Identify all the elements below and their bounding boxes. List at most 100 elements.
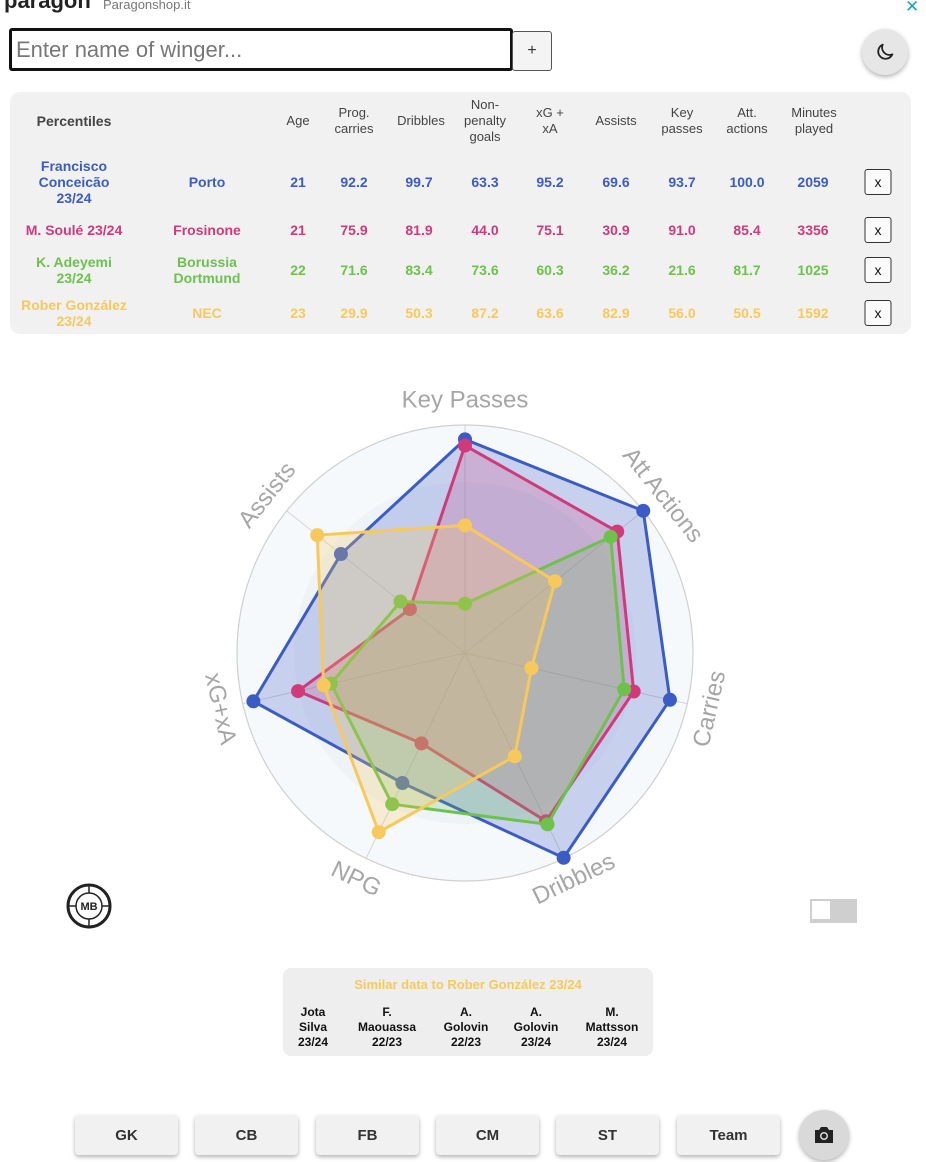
similar-player-4[interactable]: A. Golovin 23/24 <box>513 1005 559 1049</box>
mb-logo: MB <box>66 883 112 929</box>
mb-logo-text: MB <box>80 901 97 913</box>
mode-toggle[interactable] <box>810 899 857 923</box>
radar-point <box>540 817 555 832</box>
cell-minutes: 1592 <box>797 305 829 321</box>
radar-point <box>393 594 408 609</box>
radar-series-2 <box>296 444 636 823</box>
radar-point <box>636 503 651 518</box>
cell-att-actions: 50.5 <box>733 305 761 321</box>
remove-player-button[interactable]: x <box>864 169 892 195</box>
nav-gk-button[interactable]: GK <box>75 1115 178 1155</box>
add-player-button[interactable]: + <box>512 31 552 71</box>
radar-point <box>662 692 677 707</box>
cell-key-passes: 91.0 <box>668 222 696 238</box>
remove-player-button[interactable]: x <box>864 257 892 283</box>
moon-icon <box>877 43 894 60</box>
radar-point <box>246 694 261 709</box>
radar-series-3 <box>329 535 626 826</box>
ad-site-label: Paragonshop.it <box>103 0 191 12</box>
cell-club: Borussia Dortmund <box>173 254 241 286</box>
nav-cm-button[interactable]: CM <box>436 1115 539 1155</box>
similar-player-2[interactable]: F. Maouassa 22/23 <box>357 1005 417 1049</box>
cell-xgxa: 60.3 <box>536 262 564 278</box>
cell-dribbles: 99.7 <box>405 174 433 190</box>
nav-cb-button[interactable]: CB <box>195 1115 298 1155</box>
radar-point <box>333 547 348 562</box>
cell-npg: 87.2 <box>471 305 499 321</box>
cell-name: K. Adeyemi 23/24 <box>36 254 112 286</box>
nav-fb-button[interactable]: FB <box>316 1115 419 1155</box>
radar-point <box>291 684 306 699</box>
cell-club: NEC <box>192 305 222 321</box>
remove-player-button[interactable]: x <box>864 300 892 326</box>
radar-point <box>310 528 325 543</box>
header-key-passes: Key passes <box>661 105 703 136</box>
cell-assists: 36.2 <box>602 262 630 278</box>
cell-dribbles: 81.9 <box>405 222 433 238</box>
cell-prog-carries: 92.2 <box>340 174 368 190</box>
cell-assists: 30.9 <box>602 222 630 238</box>
radar-point <box>395 776 410 791</box>
cell-assists: 82.9 <box>602 305 630 321</box>
similar-player-5[interactable]: M. Mattsson 23/24 <box>585 1005 639 1049</box>
header-assists: Assists <box>595 113 637 128</box>
radar-point <box>458 596 472 611</box>
radar-axis-label: xG+xA <box>200 670 242 747</box>
cell-key-passes: 93.7 <box>668 174 696 190</box>
cell-assists: 69.6 <box>602 174 630 190</box>
remove-player-button[interactable]: x <box>864 217 892 243</box>
winger-search-input[interactable] <box>9 28 513 71</box>
cell-npg: 73.6 <box>471 262 499 278</box>
header-npg: Non- penalty goals <box>464 97 506 144</box>
similar-player-3[interactable]: A. Golovin 22/23 <box>443 1005 489 1049</box>
cell-club: Frosinone <box>173 222 241 238</box>
similar-data-card: Similar data to Rober González 23/24 Jot… <box>283 968 653 1056</box>
radar-point <box>507 749 522 764</box>
header-percentiles: Percentiles <box>36 113 112 129</box>
radar-point <box>458 438 472 453</box>
cell-age: 22 <box>290 262 306 278</box>
cell-prog-carries: 29.9 <box>340 305 368 321</box>
cell-att-actions: 81.7 <box>733 262 761 278</box>
nav-team-button[interactable]: Team <box>677 1115 780 1155</box>
cell-age: 21 <box>290 222 306 238</box>
cell-age: 21 <box>290 174 306 190</box>
cell-prog-carries: 71.6 <box>340 262 368 278</box>
radar-point <box>371 825 386 840</box>
toggle-knob <box>812 901 830 919</box>
camera-icon <box>815 1127 833 1143</box>
similar-title: Similar data to Rober González 23/24 <box>354 977 582 992</box>
radar-point <box>402 602 417 617</box>
similar-player-1[interactable]: Jota Silva 23/24 <box>297 1005 329 1049</box>
radar-point <box>316 678 331 693</box>
ad-close-icon[interactable]: ✕ <box>905 0 920 16</box>
radar-series-4 <box>315 523 557 834</box>
screenshot-button[interactable] <box>799 1110 849 1160</box>
radar-point <box>556 850 571 865</box>
cell-minutes: 2059 <box>797 174 829 190</box>
cell-minutes: 1025 <box>797 262 829 278</box>
cell-xgxa: 75.1 <box>536 222 564 238</box>
radar-point <box>603 529 618 544</box>
cell-minutes: 3356 <box>797 222 829 238</box>
cell-xgxa: 63.6 <box>536 305 564 321</box>
radar-point <box>524 661 539 676</box>
radar-point <box>548 574 563 589</box>
header-age: Age <box>286 113 310 128</box>
radar-point <box>458 518 472 533</box>
nav-st-button[interactable]: ST <box>556 1115 659 1155</box>
theme-toggle-button[interactable] <box>862 29 908 75</box>
ad-banner[interactable]: paragon Paragonshop.it ✕ <box>0 0 926 16</box>
cell-xgxa: 95.2 <box>536 174 564 190</box>
header-att-actions: Att. actions <box>726 105 768 136</box>
radar-series-1 <box>251 437 672 860</box>
cell-att-actions: 85.4 <box>733 222 761 238</box>
comparison-table: Percentiles Age Prog. carries Dribbles N… <box>10 92 911 334</box>
cell-npg: 44.0 <box>471 222 499 238</box>
cell-dribbles: 50.3 <box>405 305 433 321</box>
cell-dribbles: 83.4 <box>405 262 433 278</box>
radar-point <box>414 736 429 751</box>
cell-name: M. Soulé 23/24 <box>25 222 123 238</box>
cell-club: Porto <box>188 174 226 190</box>
